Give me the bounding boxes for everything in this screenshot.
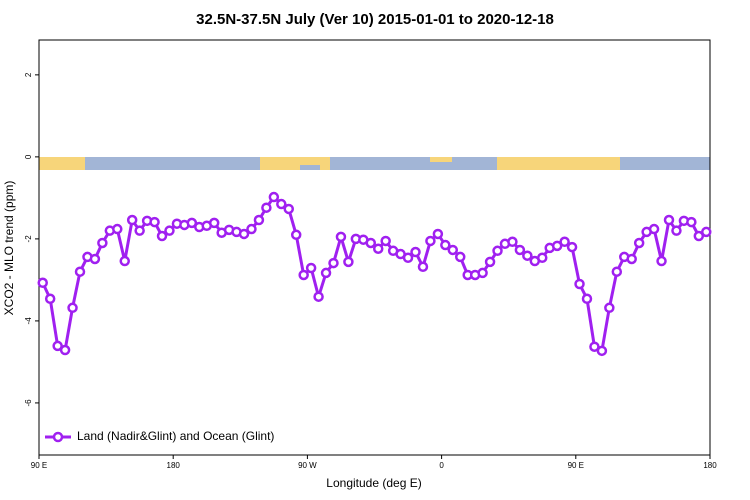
data-point: [328, 257, 339, 269]
data-point: [686, 216, 697, 228]
data-point: [44, 293, 56, 305]
plot-frame: [38, 39, 711, 456]
data-point: [492, 245, 503, 257]
data-point: [238, 228, 250, 240]
data-point: [268, 191, 280, 203]
data-point: [402, 252, 414, 264]
x-tick-label: 90 E: [568, 461, 584, 470]
x-tick-label: 0: [439, 461, 444, 470]
x-tick-label: 90 E: [31, 461, 47, 470]
data-point: [663, 214, 675, 226]
data-point: [365, 237, 377, 249]
data-point: [447, 244, 459, 256]
y-axis-label: XCO2 - MLO trend (ppm): [2, 181, 16, 316]
data-point: [581, 293, 593, 305]
data-point: [656, 255, 667, 267]
data-point: [574, 278, 585, 290]
data-point: [67, 302, 78, 314]
data-point: [410, 246, 421, 258]
data-point: [112, 223, 123, 235]
data-point: [537, 252, 548, 264]
x-tick-label: 90 W: [298, 461, 317, 470]
x-axis-label: Longitude (deg E): [326, 476, 421, 490]
y-tick-label: 0: [24, 154, 33, 159]
data-point: [164, 225, 175, 236]
data-point: [454, 251, 466, 263]
data-point: [484, 256, 496, 268]
data-point: [149, 216, 160, 228]
data-point: [507, 236, 518, 248]
data-point: [186, 217, 198, 229]
y-tick-label: -2: [24, 235, 33, 243]
data-point: [417, 261, 429, 273]
x-tick-label: 180: [703, 461, 717, 470]
data-point: [283, 203, 295, 215]
data-point: [522, 250, 533, 261]
data-point: [551, 240, 563, 252]
land-ocean-strip: [39, 157, 710, 170]
data-point: [89, 253, 101, 265]
data-point: [59, 344, 71, 356]
data-point: [701, 226, 712, 238]
data-point: [320, 267, 332, 279]
data-point: [126, 214, 138, 226]
data-point: [313, 291, 324, 302]
x-tick-label: 180: [167, 461, 181, 470]
data-point: [477, 267, 488, 279]
data-point: [432, 228, 444, 240]
data-point: [566, 241, 578, 253]
data-point: [253, 214, 265, 226]
data-point: [335, 231, 347, 243]
data-point: [611, 266, 623, 277]
data-point: [37, 277, 48, 289]
data-point: [343, 256, 354, 268]
data-point: [261, 202, 272, 213]
chart-title: 32.5N-37.5N July (Ver 10) 2015-01-01 to …: [196, 11, 554, 28]
data-point: [648, 223, 660, 235]
data-point: [589, 341, 600, 352]
data-point: [626, 253, 637, 265]
data-point: [246, 223, 257, 235]
data-point: [305, 262, 317, 274]
y-tick-label: -6: [24, 399, 33, 407]
data-point: [97, 237, 108, 249]
data-point: [604, 302, 615, 314]
data-point: [596, 345, 608, 357]
data-point: [559, 236, 570, 248]
data-point: [633, 237, 645, 249]
data-point: [52, 340, 63, 352]
data-point: [380, 235, 391, 247]
data-point: [671, 225, 682, 236]
data-point: [134, 225, 145, 236]
legend-marker: [52, 431, 64, 443]
data-point: [514, 244, 526, 256]
y-tick-label: -4: [24, 317, 33, 325]
data-point: [74, 266, 86, 277]
data-point: [298, 269, 309, 281]
y-tick-label: 2: [24, 72, 33, 77]
data-point: [119, 255, 130, 267]
data-point: [425, 235, 436, 247]
data-point: [276, 198, 287, 210]
data-point: [693, 230, 705, 242]
data-point: [440, 239, 451, 251]
data-point: [208, 217, 220, 229]
data-point: [156, 230, 168, 242]
data-point: [372, 243, 384, 254]
legend-label: Land (Nadir&Glint) and Ocean (Glint): [77, 429, 274, 443]
data-point: [290, 229, 302, 241]
